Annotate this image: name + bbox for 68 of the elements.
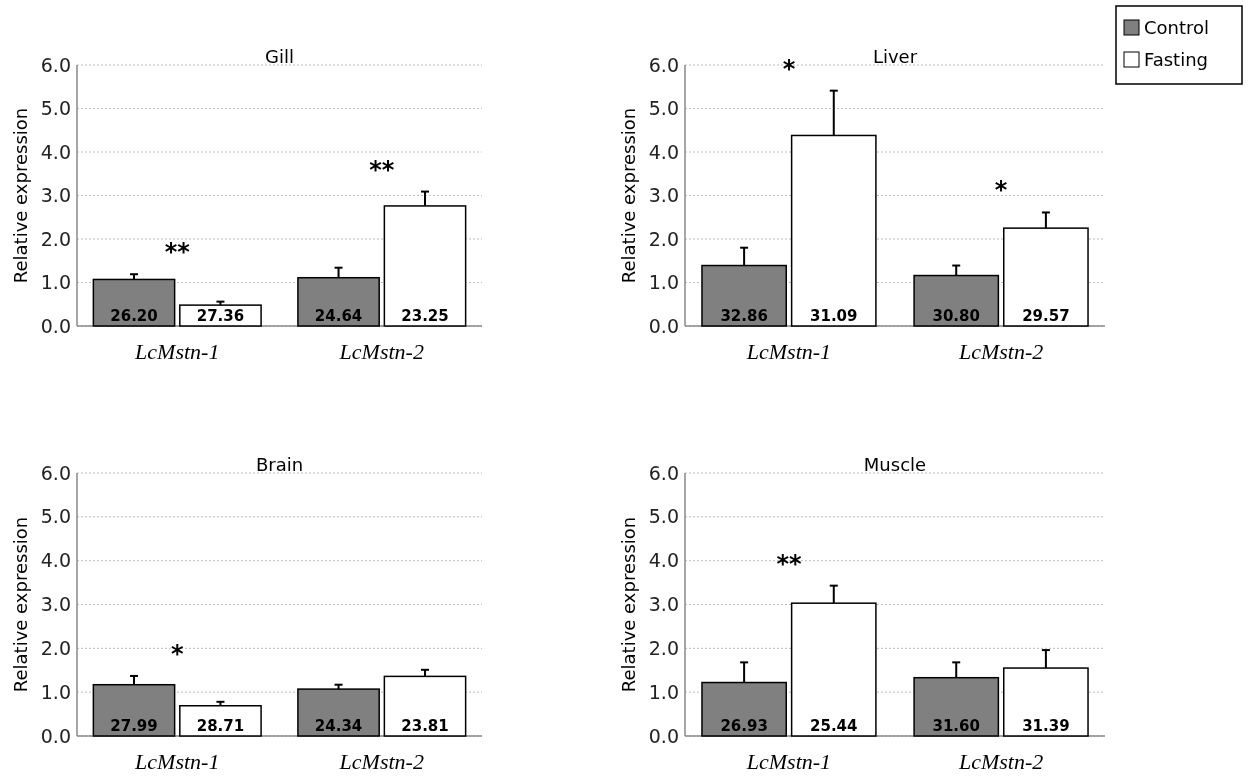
- chart-title: Liver: [872, 46, 918, 67]
- x-tick-label: LcMstn-2: [957, 749, 1044, 774]
- annotation: **: [776, 549, 802, 578]
- annotation: 23.25: [401, 307, 449, 325]
- annotation: *: [994, 176, 1008, 205]
- legend-label: Fasting: [1144, 49, 1209, 71]
- y-tick-label: 2.0: [648, 227, 679, 250]
- x-tick-label: LcMstn-2: [338, 339, 424, 364]
- annotation: **: [369, 155, 395, 184]
- y-tick-label: 2.0: [40, 227, 71, 250]
- y-tick-label: 4.0: [40, 140, 71, 163]
- y-tick-label: 6.0: [40, 53, 71, 76]
- annotation: **: [164, 238, 191, 267]
- x-tick-label: LcMstn-1: [134, 749, 220, 774]
- annotation: 26.93: [720, 717, 768, 735]
- y-tick-label: 3.0: [648, 184, 679, 207]
- y-axis-title: Relative expression: [618, 107, 639, 284]
- y-tick-label: 5.0: [648, 97, 679, 120]
- y-tick-label: 3.0: [40, 593, 71, 616]
- annotation: 31.09: [810, 307, 858, 325]
- y-tick-label: 6.0: [648, 461, 679, 484]
- annotation: 26.20: [110, 307, 158, 325]
- annotation: 31.60: [932, 717, 980, 735]
- annotation: 32.86: [720, 307, 768, 325]
- annotation: 30.80: [932, 307, 980, 325]
- annotation: *: [782, 54, 796, 83]
- y-tick-label: 5.0: [648, 505, 679, 528]
- y-tick-label: 1.0: [40, 680, 71, 703]
- y-axis-title: Relative expression: [10, 107, 31, 284]
- x-tick-label: LcMstn-2: [338, 749, 424, 774]
- y-tick-label: 1.0: [648, 271, 679, 294]
- chart-title: Gill: [265, 46, 294, 67]
- chart-title: Muscle: [863, 454, 927, 475]
- x-tick-label: LcMstn-1: [134, 339, 220, 364]
- annotation: 28.71: [196, 717, 245, 735]
- annotation: 25.44: [810, 717, 858, 735]
- annotation: 29.57: [1022, 307, 1070, 325]
- y-tick-label: 0.0: [648, 314, 679, 337]
- y-tick-label: 5.0: [40, 505, 71, 528]
- annotation: 27.36: [196, 307, 245, 325]
- annotation: *: [170, 639, 184, 668]
- x-tick-label: LcMstn-2: [957, 339, 1044, 364]
- y-tick-label: 3.0: [40, 184, 71, 207]
- y-tick-label: 0.0: [648, 724, 679, 747]
- y-tick-label: 6.0: [40, 461, 71, 484]
- annotation: 24.64: [314, 307, 363, 325]
- legend-label: Control: [1144, 17, 1210, 39]
- y-tick-label: 1.0: [648, 680, 679, 703]
- y-axis-title: Relative expression: [618, 516, 639, 693]
- y-tick-label: 1.0: [40, 271, 71, 294]
- x-tick-label: LcMstn-1: [745, 749, 832, 774]
- y-tick-label: 5.0: [40, 97, 71, 120]
- x-tick-label: LcMstn-1: [745, 339, 832, 364]
- y-tick-label: 2.0: [648, 636, 679, 659]
- y-axis-title: Relative expression: [10, 516, 31, 693]
- annotation: 27.99: [110, 717, 158, 735]
- y-tick-label: 0.0: [40, 314, 71, 337]
- chart-title: Brain: [255, 454, 304, 475]
- y-tick-label: 3.0: [648, 593, 679, 616]
- annotation: 23.81: [401, 717, 449, 735]
- annotation: 24.34: [314, 717, 363, 735]
- y-tick-label: 0.0: [40, 724, 71, 747]
- y-tick-label: 4.0: [648, 549, 679, 572]
- y-tick-label: 6.0: [648, 53, 679, 76]
- annotation: 31.39: [1022, 717, 1070, 735]
- y-tick-label: 2.0: [40, 636, 71, 659]
- y-tick-label: 4.0: [648, 140, 679, 163]
- y-tick-label: 4.0: [40, 549, 71, 572]
